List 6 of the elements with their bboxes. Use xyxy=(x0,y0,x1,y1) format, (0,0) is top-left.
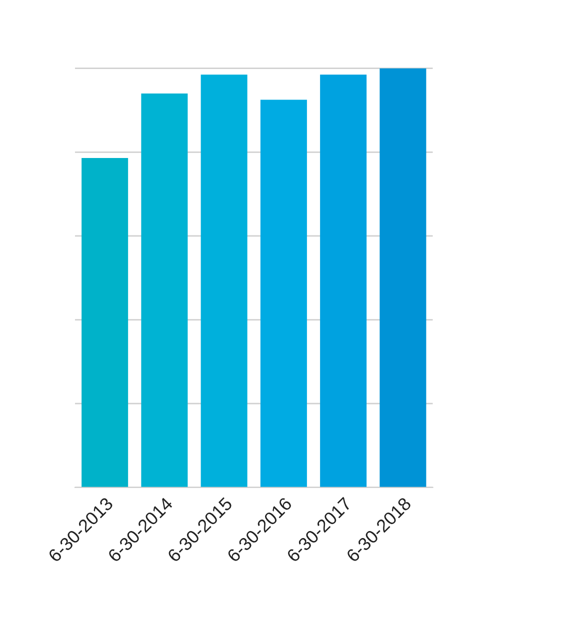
bar xyxy=(141,93,188,488)
bar xyxy=(200,74,248,488)
bar xyxy=(380,68,426,488)
bar xyxy=(260,100,307,488)
bar xyxy=(82,158,128,488)
bar xyxy=(320,74,367,488)
